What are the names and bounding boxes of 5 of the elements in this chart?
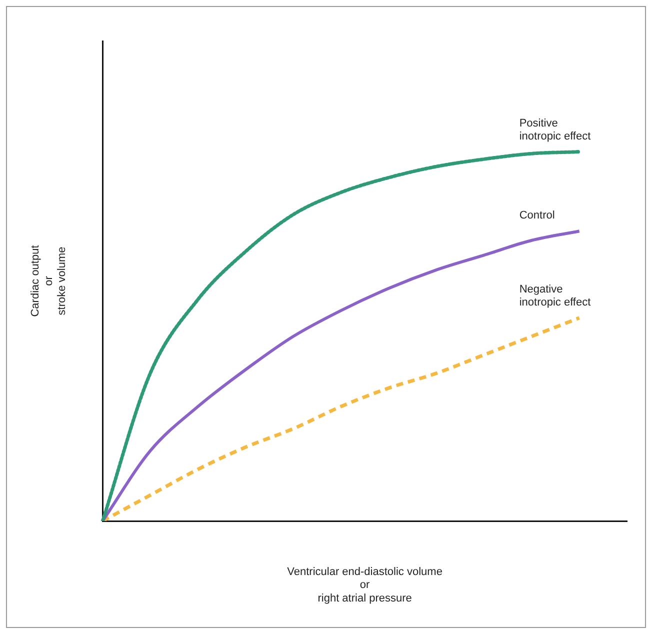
series-label: Control xyxy=(519,210,555,222)
series-label: Negative inotropic effect xyxy=(519,283,591,308)
series-label: Positive inotropic effect xyxy=(519,117,591,142)
x-axis-title: Ventricular end-diastolic volume or right atrial pressure xyxy=(287,566,442,604)
y-axis-title: Cardiac output or stroke volume xyxy=(30,245,68,317)
